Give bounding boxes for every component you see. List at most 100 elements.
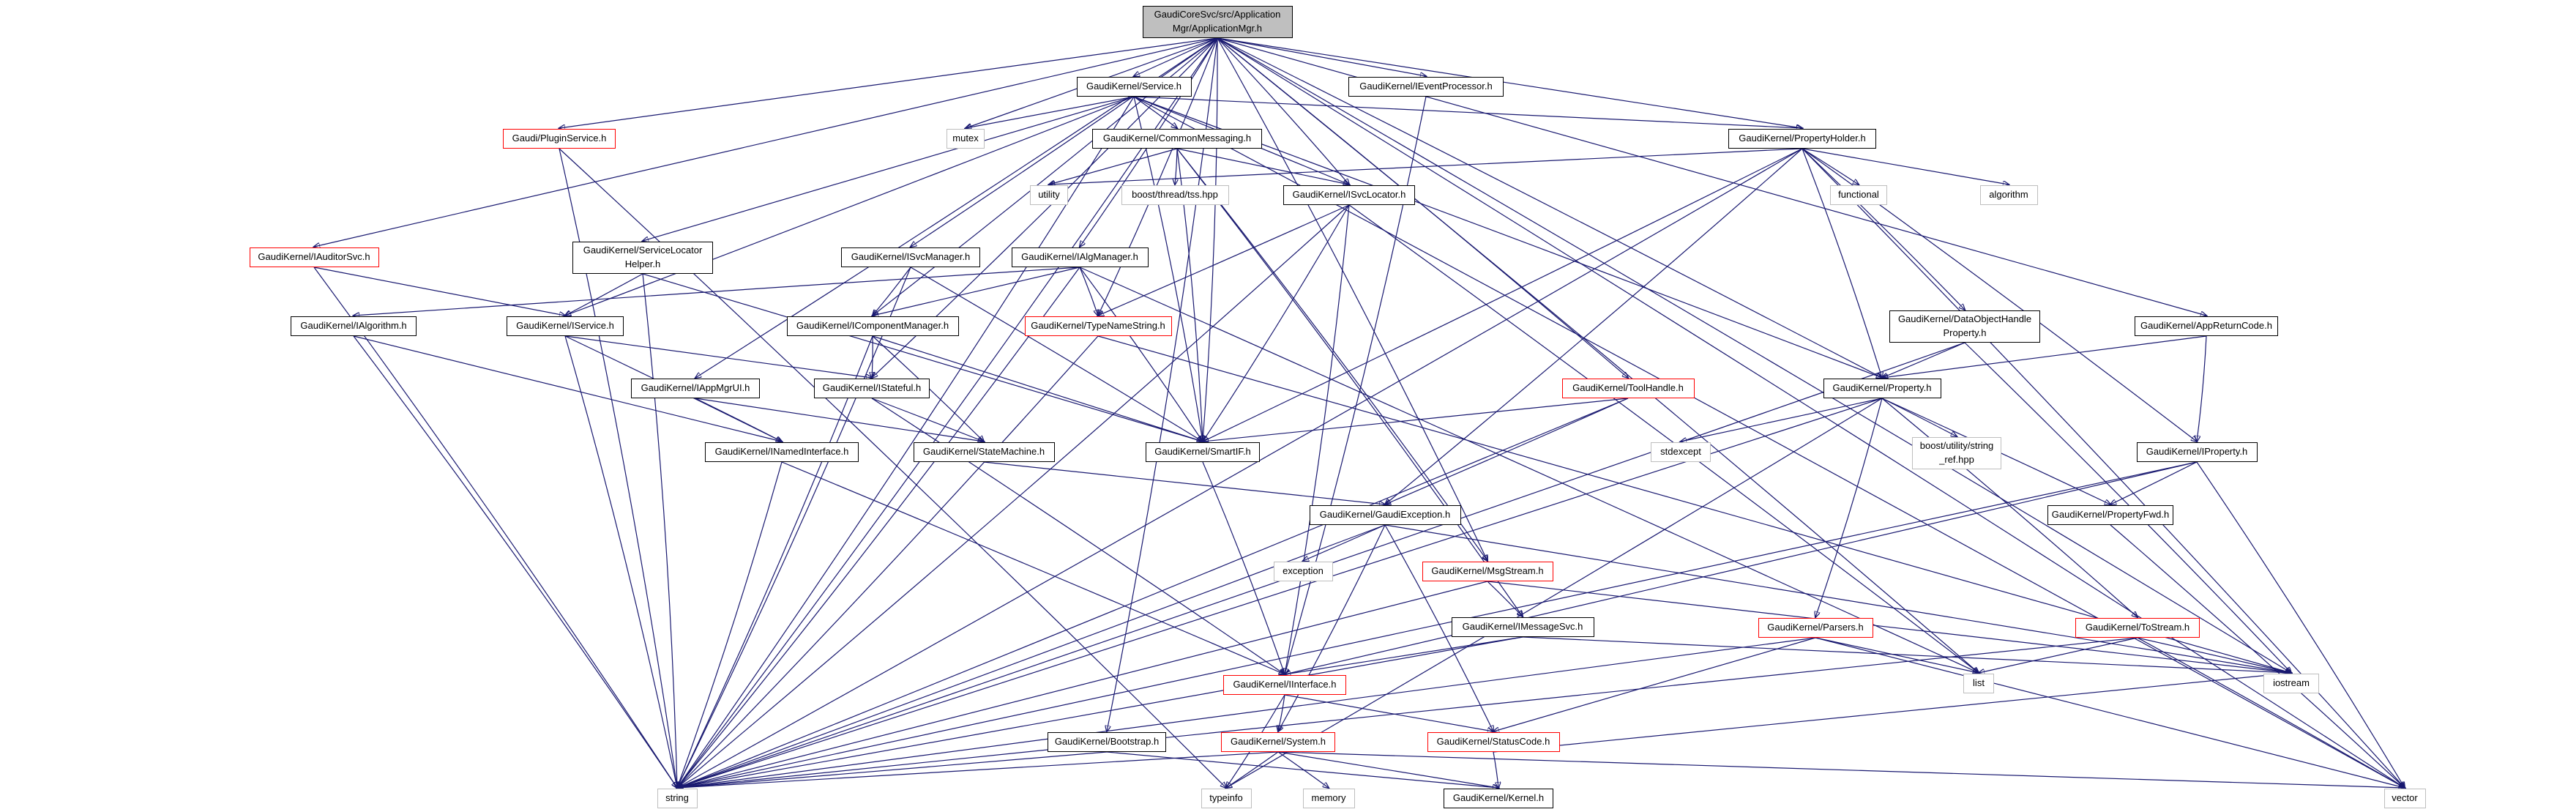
graph-node-imessagesvc[interactable]: GaudiKernel/IMessageSvc.h [1451,617,1594,637]
edge-propertyholder--dohproperty [1802,148,1965,310]
graph-node-ieventprocessor[interactable]: GaudiKernel/IEventProcessor.h [1348,77,1504,97]
edge-toolhandle--string [677,398,1629,788]
graph-node-vector[interactable]: vector [2383,789,2426,808]
graph-node-propertyholder[interactable]: GaudiKernel/PropertyHolder.h [1728,129,1876,149]
edge-iappmgrui--inamedinterface [695,398,782,442]
edge-app--iauditorsvc [314,37,1218,247]
edge-ialgmanager--smartif [1079,267,1203,442]
graph-node-toolhandle[interactable]: GaudiKernel/ToolHandle.h [1561,379,1695,398]
edge-app--iostream [1217,37,2291,673]
edge-ialgmanager--ialgorithm [354,267,1080,316]
edge-propertyholder--algorithm [1802,148,2009,185]
edge-isvcmanager--icomponentmanager [873,267,911,316]
edge-app--string [677,37,1218,788]
graph-node-stdexcept[interactable]: stdexcept [1651,442,1711,462]
edge-statuscode--iostream [1493,673,2291,753]
graph-node-service[interactable]: GaudiKernel/Service.h [1076,77,1192,97]
edge-commonmessaging--isvclocator [1176,148,1349,185]
graph-node-iappmgrui[interactable]: GaudiKernel/IAppMgrUI.h [631,379,760,398]
graph-node-ialgorithm[interactable]: GaudiKernel/IAlgorithm.h [291,316,417,336]
edge-ieventprocessor--iinterface [1285,96,1427,674]
edge-ialgmanager--list [1079,267,1979,673]
graph-node-propertyfwd[interactable]: GaudiKernel/PropertyFwd.h [2047,505,2173,525]
graph-node-istateful[interactable]: GaudiKernel/IStateful.h [814,379,930,398]
edge-gaudiexception--iostream [1384,524,2291,673]
edge-propertyholder--property [1802,148,1882,378]
edge-commonmessaging--imessagesvc [1176,148,1523,617]
graph-node-exception[interactable]: exception [1273,562,1333,581]
graph-node-stringref[interactable]: boost/utility/string _ref.hpp [1912,437,2001,469]
graph-node-msgstream[interactable]: GaudiKernel/MsgStream.h [1422,562,1553,581]
edge-system--typeinfo [1226,751,1279,788]
edge-app--isvclocator [1217,37,1349,185]
edge-isvclocator--iinterface [1285,204,1350,674]
graph-node-list[interactable]: list [1963,674,1994,693]
graph-node-gaudiexception[interactable]: GaudiKernel/GaudiException.h [1309,505,1461,525]
graph-node-tss[interactable]: boost/thread/tss.hpp [1121,185,1229,205]
graph-node-iauditorsvc[interactable]: GaudiKernel/IAuditorSvc.h [249,247,379,267]
edge-gaudiexception--system [1278,524,1386,731]
edge-parsers--list [1815,637,1979,673]
graph-node-iproperty[interactable]: GaudiKernel/IProperty.h [2136,442,2258,462]
graph-node-pluginservice[interactable]: Gaudi/PluginService.h [503,129,616,149]
edge-app--propertyholder [1217,37,1802,128]
edge-iservice--string [564,335,677,788]
graph-node-isvcmanager[interactable]: GaudiKernel/ISvcManager.h [841,247,980,267]
graph-node-icomponentmanager[interactable]: GaudiKernel/IComponentManager.h [786,316,959,336]
edge-app--ieventprocessor [1217,37,1426,76]
graph-node-mutex[interactable]: mutex [947,129,985,149]
edge-service--iservice [565,96,1135,316]
graph-node-memory[interactable]: memory [1302,789,1355,808]
edge-property--tostream [1881,398,2138,617]
edge-icomponentmanager--istateful [872,335,873,378]
edge-svclochelper--iservice [565,273,643,316]
graph-node-parsers[interactable]: GaudiKernel/Parsers.h [1758,618,1873,638]
edge-app--vector [1217,37,2405,788]
graph-node-typenamestring[interactable]: GaudiKernel/TypeNameString.h [1024,316,1172,336]
edge-property--stdexcept [1681,398,1883,442]
graph-node-string[interactable]: string [657,789,698,808]
graph-node-iostream[interactable]: iostream [2263,674,2319,693]
edge-commonmessaging--tss [1175,148,1177,185]
graph-node-app[interactable]: GaudiCoreSvc/src/Application Mgr/Applica… [1142,6,1293,38]
edge-iinterface--system [1278,694,1285,731]
edge-msgstream--iostream [1487,581,2291,673]
graph-node-commonmessaging[interactable]: GaudiKernel/CommonMessaging.h [1092,129,1262,149]
edge-propertyholder--functional [1802,148,1859,185]
graph-node-algorithm[interactable]: algorithm [1979,185,2038,205]
graph-node-kernel[interactable]: GaudiKernel/Kernel.h [1444,789,1553,808]
graph-node-dohproperty[interactable]: GaudiKernel/DataObjectHandle Property.h [1889,310,2040,343]
edge-ialgorithm--string [353,335,677,788]
graph-node-iservice[interactable]: GaudiKernel/IService.h [507,316,624,336]
graph-node-statemachine[interactable]: GaudiKernel/StateMachine.h [913,442,1055,462]
edge-gaudiexception--exception [1303,524,1386,561]
graph-node-tostream[interactable]: GaudiKernel/ToStream.h [2075,618,2200,638]
graph-node-inamedinterface[interactable]: GaudiKernel/INamedInterface.h [705,442,859,462]
edge-inamedinterface--iinterface [781,461,1285,674]
graph-node-utility[interactable]: utility [1030,185,1068,205]
edge-iservice--istateful [564,335,872,378]
edge-property--parsers [1815,398,1883,617]
graph-node-system[interactable]: GaudiKernel/System.h [1221,732,1335,752]
edge-commonmessaging--msgstream [1176,148,1487,561]
edge-ialgmanager--typenamestring [1079,267,1098,316]
graph-node-statuscode[interactable]: GaudiKernel/StatusCode.h [1427,732,1560,752]
graph-node-svclochelper[interactable]: GaudiKernel/ServiceLocator Helper.h [572,242,713,274]
edge-tostream--iostream [2137,637,2291,673]
graph-node-property[interactable]: GaudiKernel/Property.h [1823,379,1941,398]
graph-node-typeinfo[interactable]: typeinfo [1201,789,1252,808]
edge-app--typenamestring [1098,37,1218,316]
edge-isvclocator--string [677,204,1350,788]
edge-icomponentmanager--smartif [872,335,1203,442]
graph-node-bootstrap[interactable]: GaudiKernel/Bootstrap.h [1048,732,1166,752]
graph-node-iinterface[interactable]: GaudiKernel/IInterface.h [1223,675,1346,695]
graph-node-isvclocator[interactable]: GaudiKernel/ISvcLocator.h [1283,185,1415,205]
graph-node-ialgmanager[interactable]: GaudiKernel/IAlgManager.h [1011,247,1149,267]
graph-node-appreturncode[interactable]: GaudiKernel/AppReturnCode.h [2135,316,2278,336]
graph-node-smartif[interactable]: GaudiKernel/SmartIF.h [1146,442,1260,462]
edge-commonmessaging--utility [1049,148,1178,185]
edge-group [314,37,2405,788]
edge-propertyholder--vector [1802,148,2405,788]
graph-node-functional[interactable]: functional [1830,185,1887,205]
edge-isvclocator--smartif [1203,204,1350,442]
